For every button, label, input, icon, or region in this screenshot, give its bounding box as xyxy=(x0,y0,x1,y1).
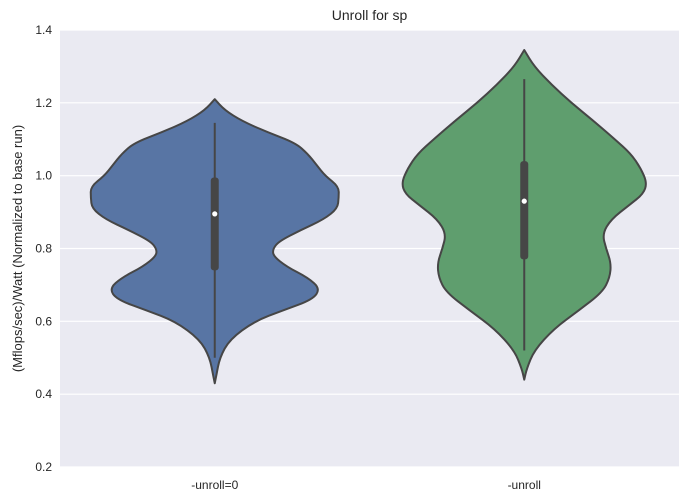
violin-2 xyxy=(401,49,647,381)
violin-median-marker xyxy=(521,198,527,204)
violin-iqr-box xyxy=(520,161,529,260)
y-axis-label: (Mflops/sec)/Watt (Normalized to base ru… xyxy=(10,125,25,372)
y-tick-label: 0.4 xyxy=(35,387,52,401)
x-tick-label: -unroll=0 xyxy=(191,478,238,492)
y-tick-label: 1.2 xyxy=(35,96,52,110)
x-axis: -unroll=0 -unroll xyxy=(191,478,541,492)
violin-median-marker xyxy=(212,211,218,217)
violin-1 xyxy=(89,98,340,385)
y-tick-label: 0.8 xyxy=(35,242,52,256)
violin-iqr-box xyxy=(210,177,219,271)
chart-title: Unroll for sp xyxy=(332,7,408,23)
x-tick-label: -unroll xyxy=(508,478,541,492)
y-axis: 0.2 0.4 0.6 0.8 1.0 1.2 1.4 xyxy=(35,23,52,474)
violins xyxy=(89,49,647,385)
y-tick-label: 0.2 xyxy=(35,460,52,474)
y-tick-label: 1.0 xyxy=(35,169,52,183)
y-tick-label: 0.6 xyxy=(35,314,52,328)
y-tick-label: 1.4 xyxy=(35,23,52,37)
